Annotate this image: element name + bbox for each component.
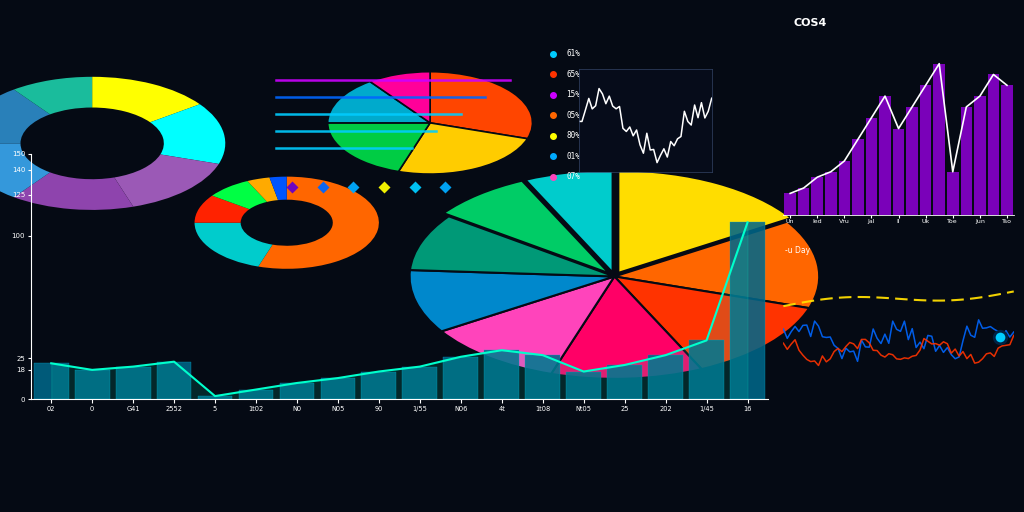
Wedge shape [398,123,527,174]
Bar [811,177,823,215]
Bar [934,63,945,215]
Text: 07%: 07% [566,172,581,181]
Text: 80%: 80% [566,131,581,140]
Bar [157,361,191,399]
Bar [648,355,683,399]
Bar [484,350,519,399]
Text: COS4: COS4 [794,17,827,28]
Wedge shape [328,81,430,123]
Bar [525,355,560,399]
Text: 65%: 65% [566,70,581,79]
Wedge shape [0,143,50,197]
Wedge shape [92,77,200,122]
Bar [961,107,972,215]
Bar [280,383,314,399]
Bar [730,222,765,399]
Bar [852,139,863,215]
Bar [865,118,878,215]
Bar [239,390,273,399]
Wedge shape [0,90,50,143]
Bar [920,86,932,215]
Wedge shape [410,216,614,276]
Wedge shape [410,270,614,331]
Bar [947,172,958,215]
Bar [198,396,232,399]
Wedge shape [441,276,614,374]
Bar [34,364,69,399]
Wedge shape [614,276,809,369]
Wedge shape [525,170,612,272]
Bar [116,367,151,399]
Wedge shape [443,181,609,273]
Bar [443,357,478,399]
Wedge shape [14,173,133,210]
Text: 15%: 15% [566,90,581,99]
Bar [1001,86,1013,215]
Wedge shape [14,77,92,114]
Bar [893,129,904,215]
Wedge shape [430,72,532,139]
Text: 05%: 05% [566,111,581,120]
Text: 61%: 61% [566,49,581,58]
Bar [784,194,796,215]
Bar [75,370,110,399]
Wedge shape [212,181,267,209]
Wedge shape [248,178,279,202]
Bar [880,96,891,215]
Text: -u Day: -u Day [785,246,811,255]
Bar [321,378,355,399]
Bar [566,372,601,399]
Wedge shape [328,123,430,172]
Wedge shape [618,170,792,273]
Wedge shape [195,196,250,223]
Wedge shape [151,104,225,164]
Bar [974,96,986,215]
Bar [798,188,809,215]
Bar [839,161,850,215]
Wedge shape [269,177,287,200]
Bar [402,367,437,399]
Bar [988,74,999,215]
Wedge shape [195,223,272,267]
Wedge shape [614,222,819,308]
Wedge shape [551,276,701,379]
Wedge shape [115,155,219,207]
Bar [906,107,918,215]
Text: 01%: 01% [566,152,581,161]
Bar [361,372,396,399]
Bar [607,365,642,399]
Bar [825,172,837,215]
Wedge shape [258,177,379,269]
Bar [689,340,724,399]
Wedge shape [370,72,430,123]
